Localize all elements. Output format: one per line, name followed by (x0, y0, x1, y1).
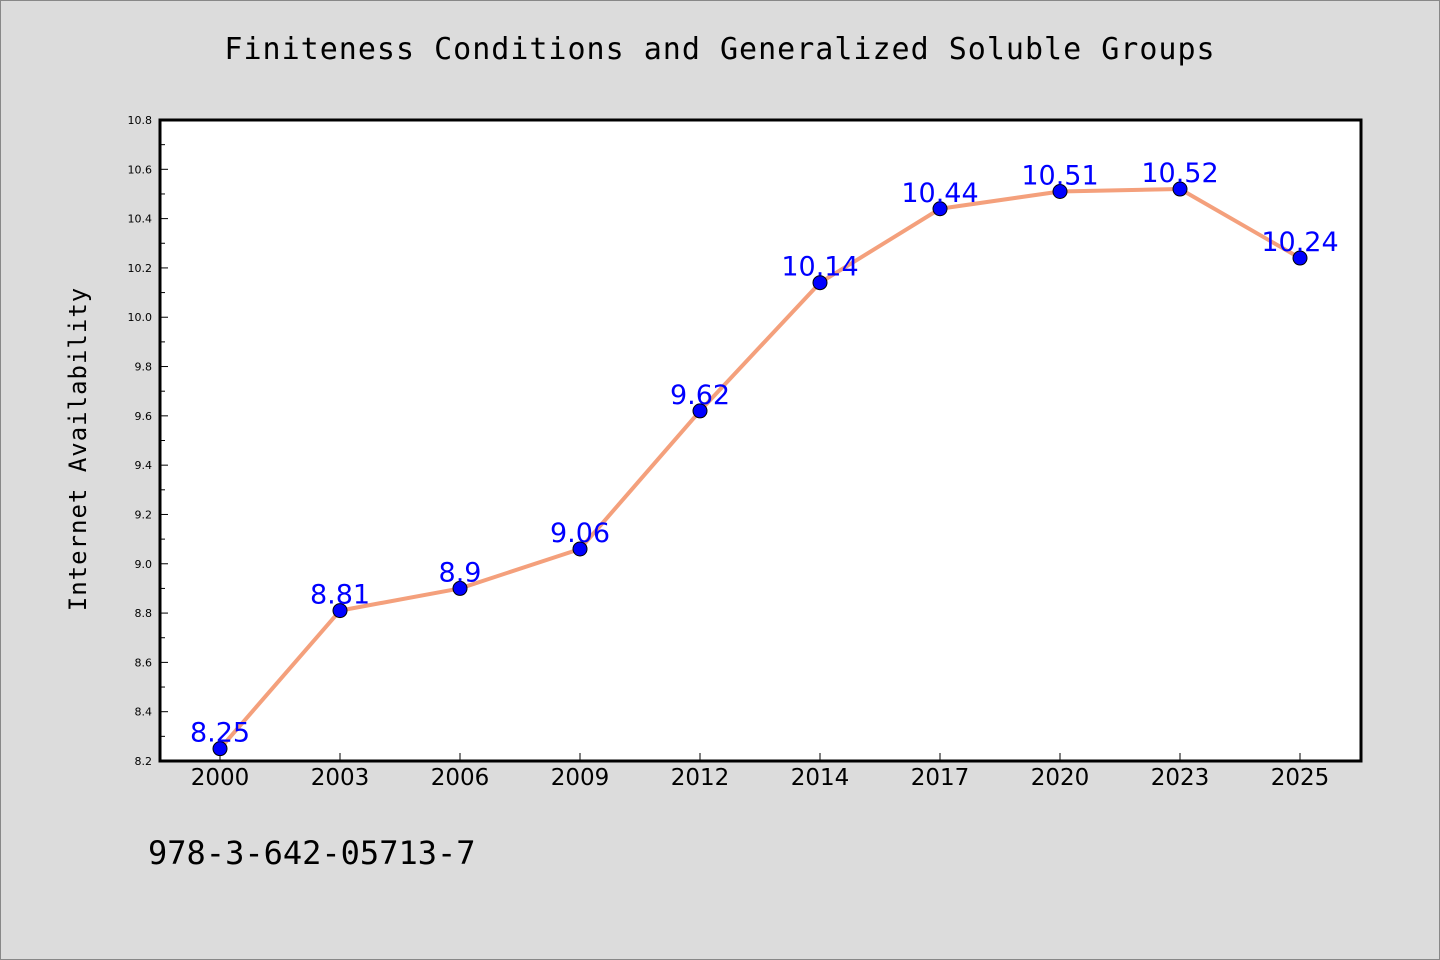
y-tick-label: 8.2 (135, 755, 153, 768)
data-point (1052, 183, 1068, 199)
y-tick-label: 8.8 (135, 607, 153, 620)
x-tick-label: 2006 (431, 765, 490, 791)
series-markers (212, 181, 1308, 757)
data-point (692, 403, 708, 419)
y-tick-label: 10.8 (128, 114, 153, 127)
y-tick-label: 9.8 (135, 361, 153, 374)
data-point (452, 580, 468, 596)
x-tick-label: 2017 (911, 765, 970, 791)
plot-area (158, 118, 1363, 763)
data-label: 8.25 (190, 718, 250, 749)
data-labels: 8.25 8.81 8.9 9.06 9.62 10.14 10.44 10.51 10.52 1… (190, 158, 1339, 749)
y-tick-label: 10.2 (128, 262, 153, 275)
y-tick-label: 10.4 (128, 213, 153, 226)
data-point (212, 741, 228, 757)
y-tick-label: 10.0 (128, 311, 153, 324)
x-axis: 2000 2003 2006 2009 2012 2014 2017 2020 2023 2025 (191, 753, 1330, 791)
data-label: 8.9 (439, 557, 482, 588)
x-tick-label: 2023 (1151, 765, 1210, 791)
x-tick-label: 2009 (551, 765, 610, 791)
series-line (218, 187, 1301, 750)
x-tick-label: 2025 (1271, 765, 1330, 791)
y-tick-label: 10.6 (128, 163, 153, 176)
y-tick-label: 8.4 (135, 706, 153, 719)
isbn-text: 978-3-642-05713-7 (148, 834, 476, 872)
data-label: 10.52 (1141, 158, 1218, 189)
y-tick-label: 9.4 (135, 459, 153, 472)
x-tick-label: 2003 (311, 765, 370, 791)
data-label: 10.24 (1261, 227, 1338, 258)
data-point (572, 541, 588, 557)
data-point (812, 275, 828, 291)
data-label: 10.14 (781, 252, 858, 283)
data-label: 10.51 (1021, 160, 1098, 191)
y-tick-label: 8.6 (135, 656, 153, 669)
data-point (1172, 181, 1188, 197)
data-label: 10.44 (901, 178, 978, 209)
data-point (932, 201, 948, 217)
data-point (332, 603, 348, 619)
y-tick-label: 9.6 (135, 410, 153, 423)
y-tick-label: 9.0 (135, 558, 153, 571)
x-tick-label: 2014 (791, 765, 850, 791)
chart-title: Finiteness Conditions and Generalized So… (224, 32, 1216, 67)
data-label: 8.81 (310, 580, 370, 611)
data-point (1292, 250, 1308, 266)
x-tick-label: 2012 (671, 765, 730, 791)
y-axis-label: Internet Availability (64, 287, 92, 611)
y-axis: 8.2 8.4 8.6 8.8 9.0 9.2 9.4 9.6 9.8 10.0 10.2 10.4 1… (128, 114, 168, 768)
data-label: 9.06 (550, 518, 610, 549)
x-tick-label: 2020 (1031, 765, 1090, 791)
y-tick-label: 9.2 (135, 508, 153, 521)
data-label: 9.62 (670, 380, 730, 411)
x-tick-label: 2000 (191, 765, 250, 791)
